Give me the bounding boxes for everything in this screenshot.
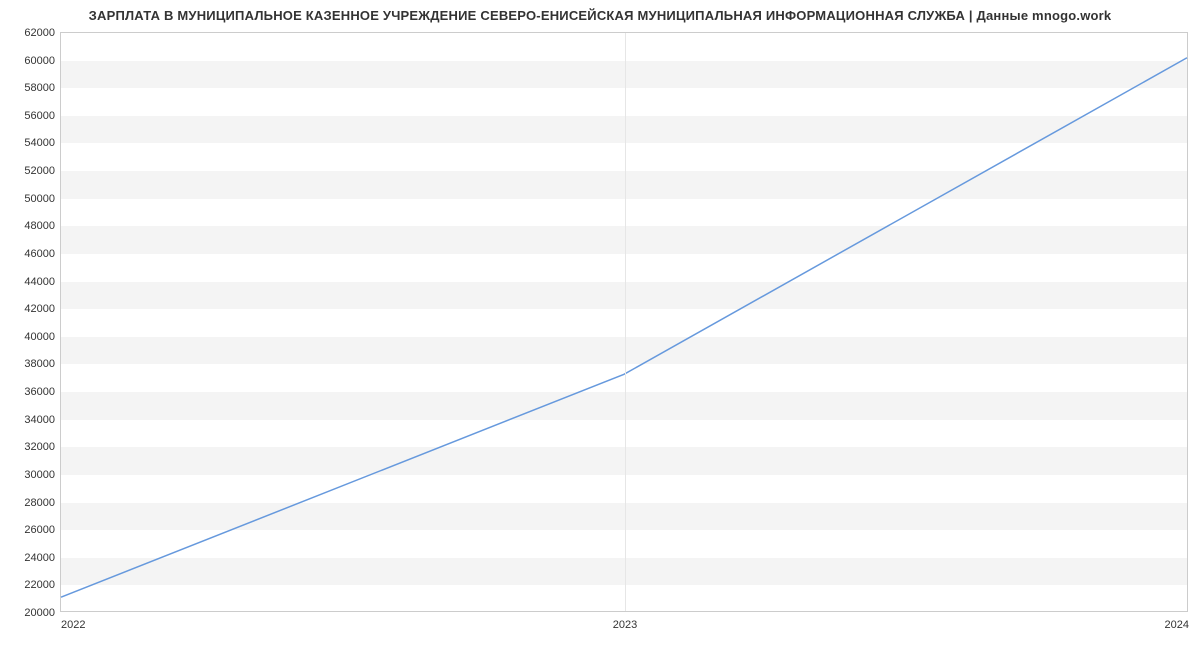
y-tick-label: 60000 [24,55,61,67]
y-tick-label: 30000 [24,469,61,481]
y-tick-label: 56000 [24,110,61,122]
y-tick-label: 44000 [24,276,61,288]
y-tick-label: 50000 [24,193,61,205]
x-tick-label: 2022 [61,611,85,631]
plot-area: 2000022000240002600028000300003200034000… [60,32,1188,612]
x-tick-label: 2023 [613,611,637,631]
line-series [61,33,1187,611]
y-tick-label: 62000 [24,27,61,39]
chart-title: ЗАРПЛАТА В МУНИЦИПАЛЬНОЕ КАЗЕННОЕ УЧРЕЖД… [0,8,1200,23]
y-tick-label: 58000 [24,82,61,94]
y-tick-label: 32000 [24,441,61,453]
y-tick-label: 48000 [24,220,61,232]
y-tick-label: 46000 [24,248,61,260]
y-tick-label: 52000 [24,165,61,177]
y-tick-label: 54000 [24,137,61,149]
y-tick-label: 42000 [24,303,61,315]
series-line [61,58,1187,597]
grid-line [625,33,626,611]
y-tick-label: 20000 [24,607,61,619]
y-tick-label: 36000 [24,386,61,398]
y-tick-label: 24000 [24,552,61,564]
y-tick-label: 22000 [24,579,61,591]
y-tick-label: 26000 [24,524,61,536]
y-tick-label: 34000 [24,414,61,426]
y-tick-label: 40000 [24,331,61,343]
y-tick-label: 38000 [24,358,61,370]
y-tick-label: 28000 [24,497,61,509]
x-tick-label: 2024 [1165,611,1189,631]
